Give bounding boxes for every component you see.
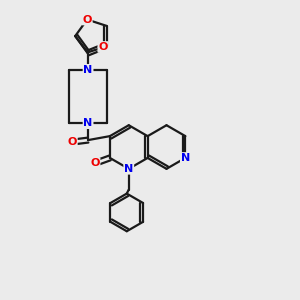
Text: O: O	[82, 15, 92, 25]
Text: N: N	[83, 118, 93, 128]
Text: N: N	[181, 153, 190, 163]
Text: N: N	[83, 65, 93, 75]
Text: O: O	[98, 42, 108, 52]
Text: N: N	[124, 164, 134, 174]
Text: O: O	[68, 137, 77, 147]
Text: O: O	[90, 158, 100, 168]
